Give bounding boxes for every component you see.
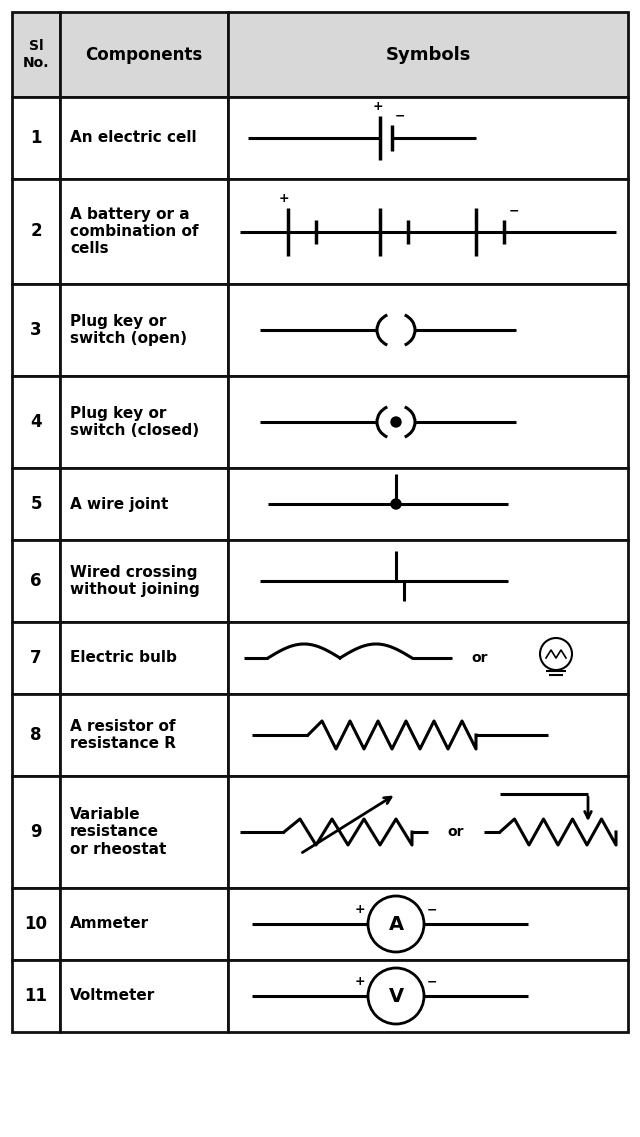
Circle shape <box>391 417 401 428</box>
Text: −: − <box>509 205 519 217</box>
Bar <box>60 179 228 284</box>
Text: 6: 6 <box>30 572 42 590</box>
Bar <box>12 284 60 376</box>
Bar <box>228 179 628 284</box>
Bar <box>60 468 228 540</box>
Text: Electric bulb: Electric bulb <box>70 650 177 665</box>
Bar <box>60 888 228 960</box>
Bar <box>60 775 228 888</box>
Text: +: + <box>278 191 289 205</box>
Bar <box>12 376 60 468</box>
Text: 1: 1 <box>30 128 42 147</box>
Bar <box>12 775 60 888</box>
Bar <box>228 775 628 888</box>
Text: A resistor of
resistance R: A resistor of resistance R <box>70 719 176 752</box>
Text: A wire joint: A wire joint <box>70 497 168 512</box>
Bar <box>228 888 628 960</box>
Bar <box>60 97 228 179</box>
Text: A: A <box>388 914 404 933</box>
Bar <box>228 468 628 540</box>
Text: −: − <box>427 903 437 916</box>
Text: +: + <box>372 100 383 113</box>
Text: +: + <box>355 903 365 916</box>
Bar <box>60 540 228 622</box>
Text: Components: Components <box>85 45 203 64</box>
Bar <box>12 694 60 775</box>
Text: 10: 10 <box>24 915 47 933</box>
Bar <box>12 97 60 179</box>
Text: 11: 11 <box>24 987 47 1005</box>
Bar <box>228 376 628 468</box>
Text: −: − <box>395 110 405 123</box>
Text: A battery or a
combination of
cells: A battery or a combination of cells <box>70 207 198 257</box>
Text: or: or <box>448 825 464 839</box>
Bar <box>12 13 60 97</box>
Bar <box>12 540 60 622</box>
Text: +: + <box>355 976 365 988</box>
Text: 4: 4 <box>30 413 42 431</box>
Bar <box>228 540 628 622</box>
Text: 9: 9 <box>30 823 42 841</box>
Text: Symbols: Symbols <box>385 45 470 64</box>
Text: Ammeter: Ammeter <box>70 916 149 931</box>
Text: Plug key or
switch (closed): Plug key or switch (closed) <box>70 406 199 438</box>
Bar <box>12 468 60 540</box>
Text: 8: 8 <box>30 727 42 744</box>
Text: −: − <box>427 976 437 988</box>
Bar <box>228 13 628 97</box>
Text: An electric cell: An electric cell <box>70 131 196 146</box>
Text: or: or <box>472 652 488 665</box>
Bar <box>60 376 228 468</box>
Bar <box>12 960 60 1032</box>
Text: Wired crossing
without joining: Wired crossing without joining <box>70 565 200 597</box>
Bar <box>60 694 228 775</box>
Text: Sl
No.: Sl No. <box>23 40 49 69</box>
Circle shape <box>368 968 424 1024</box>
Bar <box>12 179 60 284</box>
Text: 3: 3 <box>30 321 42 339</box>
Bar <box>12 888 60 960</box>
Bar <box>228 622 628 694</box>
Bar <box>228 284 628 376</box>
Text: V: V <box>388 987 404 1005</box>
Bar <box>228 694 628 775</box>
Text: 2: 2 <box>30 223 42 241</box>
Bar <box>60 960 228 1032</box>
Text: 7: 7 <box>30 649 42 667</box>
Circle shape <box>368 896 424 952</box>
Text: 5: 5 <box>30 495 42 513</box>
Bar <box>60 284 228 376</box>
Bar <box>60 622 228 694</box>
Bar <box>60 13 228 97</box>
Text: Voltmeter: Voltmeter <box>70 988 156 1004</box>
Text: Variable
resistance
or rheostat: Variable resistance or rheostat <box>70 807 166 857</box>
Text: Plug key or
switch (open): Plug key or switch (open) <box>70 314 187 346</box>
Bar <box>228 960 628 1032</box>
Circle shape <box>391 499 401 509</box>
Bar <box>228 97 628 179</box>
Bar <box>12 622 60 694</box>
